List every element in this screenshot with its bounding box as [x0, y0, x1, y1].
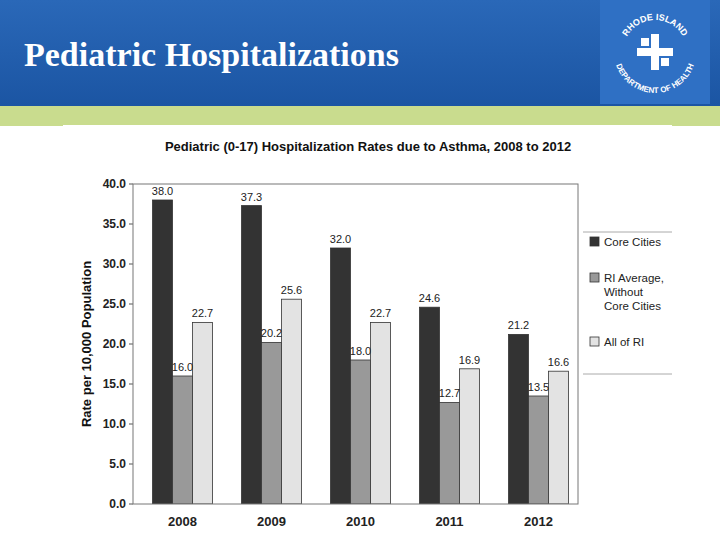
y-tick: [129, 224, 133, 225]
bar: [460, 369, 480, 504]
data-label: 16.0: [172, 361, 193, 373]
legend-line: All of RI: [604, 336, 644, 348]
bar: [331, 248, 351, 504]
header-band: [0, 0, 720, 106]
x-tick-label: 2010: [346, 514, 375, 529]
logo-box: [600, 0, 710, 104]
data-label: 12.7: [439, 387, 460, 399]
bar: [509, 334, 529, 504]
x-tick-label: 2011: [435, 514, 463, 529]
y-tick: [129, 424, 133, 425]
bar: [440, 402, 460, 504]
chart-panel: [63, 125, 672, 540]
y-tick: [129, 504, 133, 505]
y-tick: [129, 264, 133, 265]
bar: [529, 396, 549, 504]
y-tick-label: 30.0: [103, 257, 127, 271]
data-label: 18.0: [350, 345, 371, 357]
data-label: 22.7: [192, 307, 213, 319]
legend-swatch: [590, 273, 599, 282]
accent-strip: [0, 106, 720, 126]
data-label: 22.7: [370, 307, 391, 319]
logo-emblem: [661, 58, 669, 66]
x-tick-label: 2012: [524, 514, 553, 529]
legend-line: Core Cities: [604, 300, 661, 312]
y-tick: [129, 384, 133, 385]
bar: [193, 322, 213, 504]
bar: [549, 371, 569, 504]
y-tick: [129, 304, 133, 305]
logo: RHODE ISLANDDEPARTMENT OF HEALTH: [600, 0, 710, 104]
bar: [153, 200, 173, 504]
data-label: 37.3: [241, 191, 262, 203]
y-tick-label: 0.0: [109, 497, 126, 511]
y-axis-label: Rate per 10,000 Population: [79, 261, 94, 427]
data-label: 21.2: [508, 319, 529, 331]
legend-swatch: [590, 237, 599, 246]
y-tick-label: 10.0: [103, 417, 127, 431]
data-label: 16.9: [459, 354, 480, 366]
logo-emblem: [641, 38, 649, 46]
data-labels: 38.0 37.3 32.0 24.6 21.2 16.0 20.2 18.0 12.7 13.5…: [152, 185, 569, 399]
legend: Core Cities RI Average, Without Core Cities…: [583, 232, 672, 374]
data-label: 20.2: [261, 327, 282, 339]
bar: [242, 206, 262, 504]
x-tick-label: 2008: [168, 514, 197, 529]
bar: [173, 376, 193, 504]
data-label: 24.6: [419, 292, 440, 304]
legend-label: RI Average, Without Core Cities: [604, 272, 664, 312]
x-tick-label: 2009: [257, 514, 286, 529]
y-tick-label: 25.0: [103, 297, 127, 311]
bars: [153, 200, 569, 504]
plot-frame: [133, 184, 578, 504]
bar: [420, 307, 440, 504]
logo-emblem: [637, 48, 673, 56]
y-tick: [129, 344, 133, 345]
data-label: 25.6: [281, 284, 302, 296]
y-tick: [129, 184, 133, 185]
data-label: 16.6: [548, 356, 569, 368]
legend-line: Without: [604, 286, 644, 298]
data-label: 32.0: [330, 233, 351, 245]
y-tick-label: 40.0: [103, 177, 127, 191]
bar: [371, 322, 391, 504]
legend-rule: [583, 232, 672, 233]
chart-title: Pediatric (0-17) Hospitalization Rates d…: [165, 139, 571, 154]
legend-swatch: [590, 337, 599, 346]
y-tick-label: 5.0: [109, 457, 126, 471]
bar: [351, 360, 371, 504]
data-label: 13.5: [528, 381, 549, 393]
slide-title: Pediatric Hospitalizations: [24, 36, 399, 73]
bar: [282, 299, 302, 504]
y-tick: [129, 464, 133, 465]
slide: Pediatric Hospitalizations RHODE ISLANDDE…: [0, 0, 720, 540]
legend-rule: [583, 374, 672, 375]
legend-line: Core Cities: [604, 236, 661, 248]
y-tick-label: 20.0: [103, 337, 127, 351]
data-label: 38.0: [152, 185, 173, 197]
legend-label: Core Cities: [604, 236, 661, 248]
bar: [262, 342, 282, 504]
y-tick-label: 35.0: [103, 217, 127, 231]
legend-line: RI Average,: [604, 272, 664, 284]
y-tick-label: 15.0: [103, 377, 127, 391]
legend-label: All of RI: [604, 336, 644, 348]
